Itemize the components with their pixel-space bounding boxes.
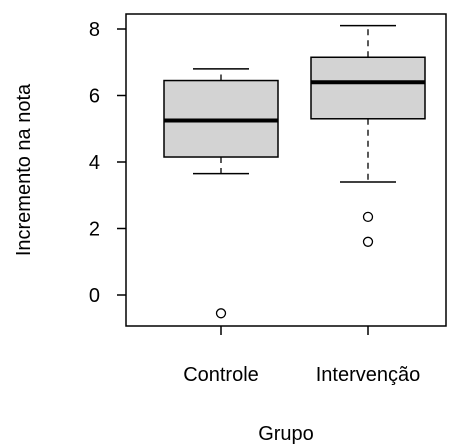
box-group	[163, 68, 279, 319]
x-tick-label: Controle	[183, 364, 259, 386]
y-axis-title: Incremento na nota	[13, 83, 35, 256]
x-axis: Controle Intervenção	[183, 326, 420, 386]
y-axis: 0 2 4 6 8	[89, 19, 126, 307]
y-tick-label: 2	[89, 219, 100, 241]
y-tick-label: 6	[89, 86, 100, 108]
plot-frame	[125, 13, 447, 327]
y-tick-label: 4	[89, 152, 100, 174]
outlier-point	[215, 308, 227, 319]
y-tick-label: 8	[89, 19, 100, 41]
outlier-point	[362, 211, 374, 223]
boxes	[163, 24, 426, 319]
outlier-point	[362, 236, 374, 247]
x-axis-title: Grupo	[258, 423, 314, 445]
box-group	[310, 24, 426, 247]
y-tick-label: 0	[89, 285, 100, 307]
x-tick-label: Intervenção	[316, 364, 421, 386]
iqr-box	[310, 56, 426, 120]
